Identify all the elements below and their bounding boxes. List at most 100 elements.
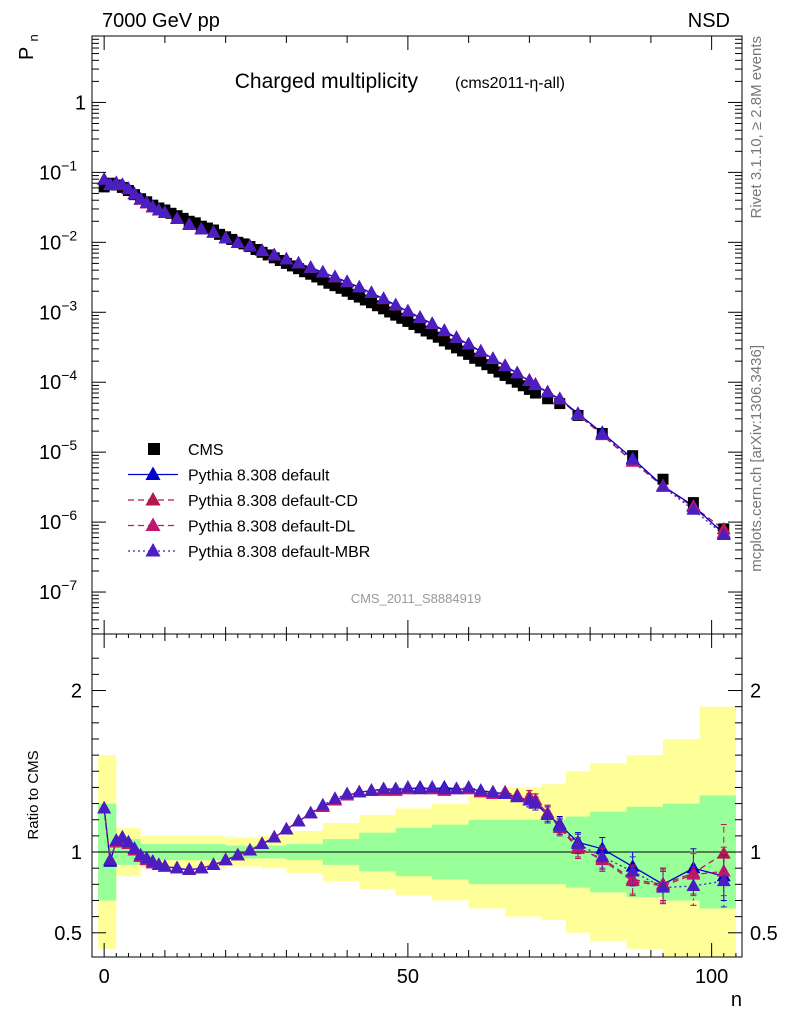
legend: CMS Pythia 8.308 default Pythia 8.308 defa… — [128, 442, 370, 561]
ratio-marker — [686, 878, 701, 891]
ratio-marker — [242, 842, 257, 856]
data-point — [390, 309, 402, 321]
data-point — [274, 254, 286, 266]
ratio-marker — [716, 873, 731, 887]
ratio-marker — [388, 781, 403, 795]
ratio-marker — [97, 800, 112, 814]
legend-marker-triangle — [145, 542, 161, 557]
ratio-marker — [352, 784, 367, 798]
legend-marker-triangle — [145, 517, 161, 531]
ratio-marker — [425, 779, 440, 793]
data-point — [238, 238, 250, 250]
ratio-marker — [103, 852, 118, 866]
data-point — [438, 335, 450, 347]
data-point — [487, 362, 499, 374]
y-tick-label-exp: −3 — [61, 297, 77, 313]
ratio-series-markers — [97, 779, 731, 908]
mc-marker — [97, 172, 112, 185]
data-point — [444, 338, 456, 350]
ratio-marker — [206, 857, 221, 870]
data-point — [323, 277, 335, 289]
ratio-marker — [157, 859, 172, 872]
data-point — [286, 260, 298, 272]
y-tick-label-base: 10 — [39, 512, 61, 534]
mc-marker — [340, 274, 355, 287]
y-tick-label: 10−4 — [39, 367, 77, 394]
ratio-marker — [510, 789, 525, 803]
mc-marker — [315, 264, 330, 278]
data-point — [499, 369, 511, 381]
x-tick-label: 0 — [99, 966, 110, 988]
ratio-y-tick-label-right: 0.5 — [750, 923, 778, 945]
data-point — [457, 345, 469, 357]
y-tick-label: 10−7 — [39, 577, 77, 604]
mc-marker — [625, 452, 640, 465]
y-tick-label-exp: −2 — [61, 227, 77, 243]
mc-marker — [437, 323, 452, 336]
data-point — [214, 228, 226, 240]
ratio-y-tick-label: 1 — [71, 842, 82, 864]
ratio-marker — [328, 791, 342, 804]
data-point — [469, 352, 481, 364]
y-tick-label-base: 10 — [39, 302, 61, 324]
data-point — [378, 303, 390, 315]
ratio-marker — [109, 833, 124, 846]
y-tick-label: 1 — [75, 92, 86, 114]
data-point — [396, 312, 408, 324]
y-tick-label-exp: −6 — [61, 507, 77, 523]
ratio-marker — [170, 860, 185, 874]
y-tick-label-base: 10 — [39, 232, 61, 254]
ratio-marker — [127, 841, 142, 854]
mc-marker — [388, 297, 403, 311]
data-point — [335, 282, 347, 294]
mc-marker — [449, 330, 464, 343]
ratio-marker — [552, 818, 567, 832]
ratio-marker — [121, 834, 136, 848]
mc-marker — [157, 205, 172, 218]
legend-label: Pythia 8.308 default-CD — [188, 493, 358, 510]
mc-marker — [376, 291, 391, 304]
data-point — [511, 376, 523, 388]
svg-text:P n: P n — [16, 34, 41, 60]
data-point — [165, 207, 177, 219]
mc-marker — [686, 502, 701, 515]
mc-marker — [255, 243, 270, 256]
analysis-id: CMS_2011_S8884919 — [351, 591, 482, 606]
mc-marker — [279, 251, 294, 265]
data-point — [529, 387, 541, 399]
x-tick-label: 50 — [397, 966, 419, 988]
mc-marker — [716, 527, 731, 540]
data-point — [98, 181, 110, 193]
ratio-marker — [400, 779, 415, 793]
ratio-marker — [267, 830, 282, 843]
data-point — [293, 263, 305, 275]
x-tick-label: 100 — [695, 966, 728, 988]
data-point — [189, 217, 201, 229]
legend-label: Pythia 8.308 default-DL — [188, 519, 355, 536]
data-point — [365, 297, 377, 309]
y-tick-label-base: 10 — [39, 162, 61, 184]
data-point — [420, 325, 432, 337]
ratio-y-axis-label: Ratio to CMS — [25, 750, 42, 839]
ratio-marker — [340, 786, 355, 799]
data-point — [450, 342, 462, 354]
chart-title-sub: (cms2011-η-all) — [455, 75, 565, 92]
ratio-y-tick-label-right: 2 — [750, 681, 761, 703]
ratio-marker — [656, 880, 670, 893]
top-ylabel-sub: n — [26, 34, 41, 41]
top-ylabel-main: P — [16, 47, 38, 60]
mc-marker — [291, 255, 306, 269]
mc-marker — [328, 269, 342, 283]
mc-marker — [571, 406, 585, 419]
data-point — [408, 318, 420, 330]
mc-marker — [127, 186, 142, 200]
ratio-marker — [625, 863, 640, 877]
mc-marker — [473, 343, 488, 357]
data-point — [317, 274, 329, 286]
mc-marker — [206, 225, 221, 238]
data-point — [481, 359, 493, 371]
mc-marker — [182, 217, 197, 230]
data-point — [414, 322, 426, 334]
data-point — [402, 315, 414, 327]
ratio-y-tick-label: 0.5 — [54, 923, 82, 945]
